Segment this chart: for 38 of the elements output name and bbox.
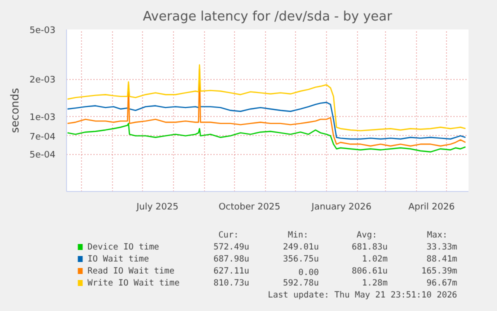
y-axis-title: seconds: [8, 88, 22, 133]
line-series: [66, 122, 466, 152]
y-tick-label: 2e-03: [30, 76, 56, 86]
y-tick-label: 5e-04: [30, 150, 56, 161]
text: 687.98u: [213, 254, 250, 264]
text: 356.75u: [283, 254, 319, 264]
text: 249.01u: [283, 242, 319, 252]
x-tick-label: April 2026: [408, 202, 455, 212]
legend-label: Read IO Wait time: [88, 266, 175, 276]
x-tick-label: January 2026: [310, 202, 372, 212]
y-tick-label: 7e-04: [30, 132, 56, 142]
text: 810.73u: [213, 278, 250, 288]
x-tick-label: October 2025: [218, 202, 280, 212]
text: Min:: [288, 230, 308, 240]
text: 806.61u: [352, 266, 388, 276]
text: 33.33m: [426, 242, 458, 252]
legend-label: IO Wait time: [88, 254, 149, 264]
text: 681.83u: [352, 242, 388, 252]
text: 165.39m: [421, 266, 458, 276]
y-tick-label: 1e-03: [30, 113, 56, 124]
text: 592.78u: [283, 278, 319, 288]
text: 1.02m: [362, 254, 388, 264]
text: 1.28m: [362, 278, 388, 288]
line-series: [66, 64, 466, 132]
text: 0.00: [298, 268, 319, 278]
text: 572.49u: [213, 242, 250, 252]
chart-title: Average latency for /dev/sda - by year: [142, 10, 393, 24]
x-tick-label: July 2025: [136, 202, 178, 212]
y-tick-label: 5e-03: [30, 26, 56, 36]
text: 88.41m: [426, 254, 458, 264]
text: Cur:: [218, 230, 239, 240]
text: 96.67m: [426, 278, 458, 288]
text: Last update: Thu May 21 23:51:10 2026: [268, 290, 458, 300]
legend-label: Device IO time: [88, 242, 160, 252]
text: Max:: [427, 230, 448, 240]
text: Avg:: [356, 230, 378, 240]
text: 627.11u: [213, 266, 250, 276]
legend-label: Write IO Wait time: [88, 278, 180, 288]
